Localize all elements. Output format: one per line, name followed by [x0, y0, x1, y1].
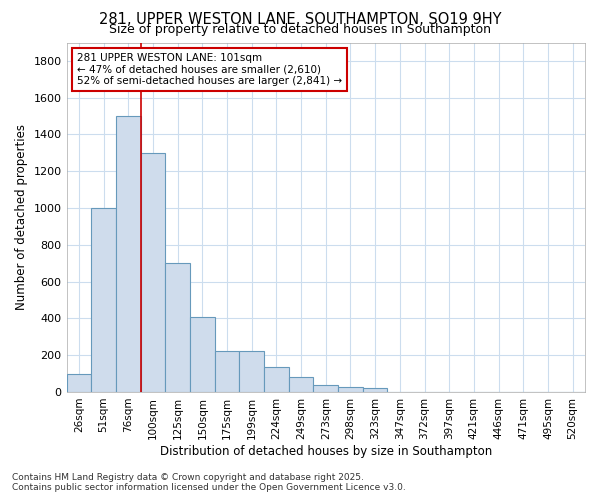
Bar: [363, 388, 388, 392]
Bar: [165, 263, 190, 392]
Bar: [91, 208, 116, 392]
Text: 281 UPPER WESTON LANE: 101sqm
← 47% of detached houses are smaller (2,610)
52% o: 281 UPPER WESTON LANE: 101sqm ← 47% of d…: [77, 53, 342, 86]
Bar: [289, 377, 313, 392]
Text: Contains HM Land Registry data © Crown copyright and database right 2025.
Contai: Contains HM Land Registry data © Crown c…: [12, 473, 406, 492]
Bar: [67, 374, 91, 392]
Y-axis label: Number of detached properties: Number of detached properties: [15, 124, 28, 310]
X-axis label: Distribution of detached houses by size in Southampton: Distribution of detached houses by size …: [160, 444, 492, 458]
Bar: [190, 316, 215, 392]
Bar: [215, 352, 239, 392]
Text: 281, UPPER WESTON LANE, SOUTHAMPTON, SO19 9HY: 281, UPPER WESTON LANE, SOUTHAMPTON, SO1…: [99, 12, 501, 28]
Bar: [140, 153, 165, 392]
Bar: [239, 352, 264, 392]
Bar: [338, 388, 363, 392]
Bar: [313, 384, 338, 392]
Bar: [264, 367, 289, 392]
Bar: [116, 116, 140, 392]
Text: Size of property relative to detached houses in Southampton: Size of property relative to detached ho…: [109, 22, 491, 36]
